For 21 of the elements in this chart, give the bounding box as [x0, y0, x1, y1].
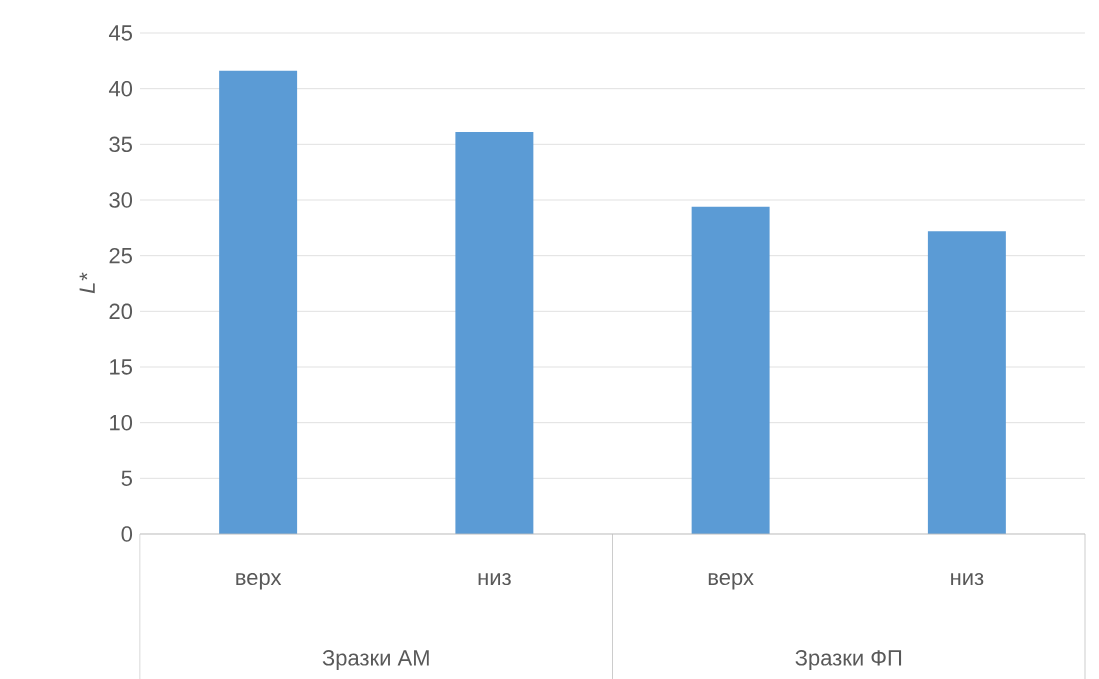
x-tick-label: низ [951, 572, 984, 585]
y-tick-label: 10 [110, 414, 133, 431]
bar [927, 230, 1006, 534]
x-tick-label: низ [478, 572, 511, 585]
text: Зразки ФП [795, 649, 902, 670]
bar [455, 131, 534, 534]
bar [219, 70, 298, 534]
x-tick-label: верх [236, 572, 282, 590]
y-tick-label: 35 [109, 136, 132, 152]
x-tick-label: верх [708, 572, 754, 590]
y-tick-label: 0 [121, 526, 133, 542]
y-tick-label: 5 [121, 470, 132, 486]
y-tick-label: 20 [109, 303, 133, 319]
y-tick-label: 30 [109, 192, 133, 208]
y-tick-label: 45 [108, 25, 132, 41]
y-tick-label: 25 [109, 247, 132, 264]
y-tick-label: 15 [110, 359, 132, 375]
y-axis-title: L* [79, 272, 95, 294]
bar [691, 206, 770, 534]
y-tick-label: 40 [108, 80, 133, 97]
text: Зразки АМ [322, 649, 429, 670]
